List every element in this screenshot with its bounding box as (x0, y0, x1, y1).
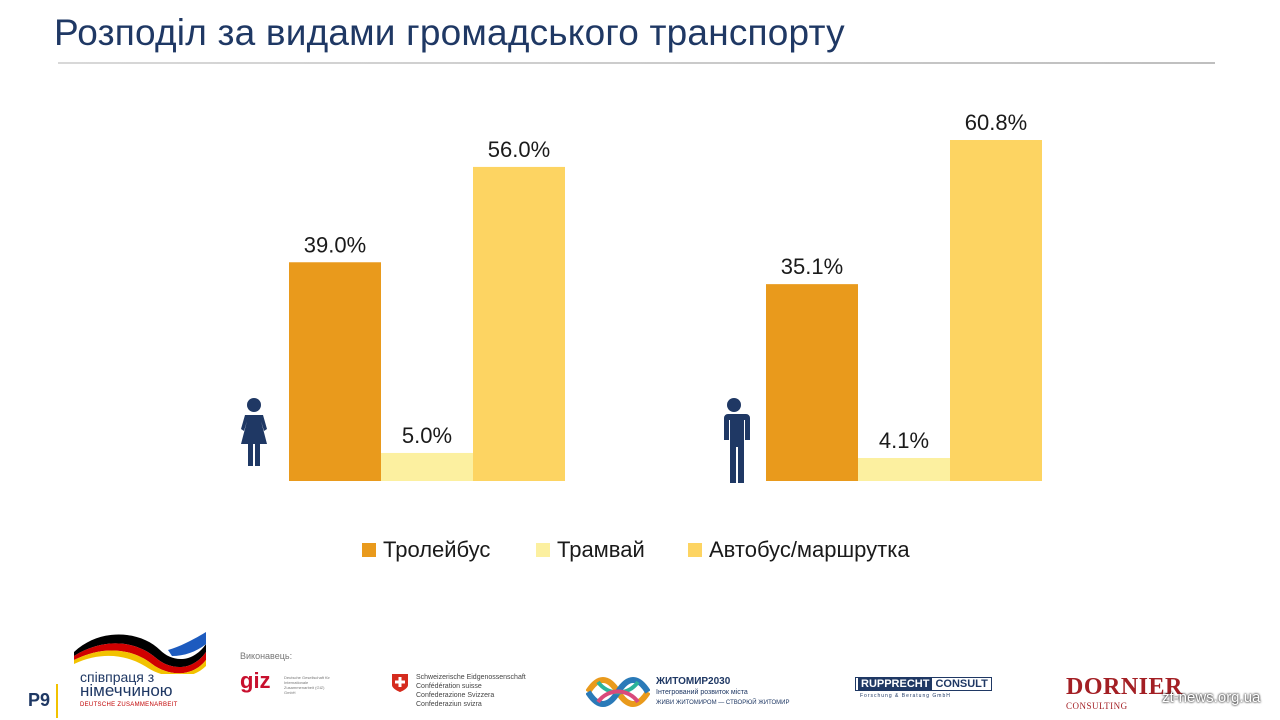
coop-line-2: німеччиною (80, 681, 173, 700)
legend-label-0: Тролейбус (383, 537, 490, 562)
zhytomyr-2030-subtitle: Інтегрований розвиток міста (656, 689, 748, 696)
giz-logo: giz (240, 668, 271, 693)
legend-label-1: Трамвай (557, 537, 645, 562)
bar-women-series-1 (381, 452, 473, 481)
zhytomyr-2030-slogan: ЖИВИ ЖИТОМИРОМ — СТВОРЮЙ ЖИТОМИР (656, 700, 790, 706)
legend-item-2: Автобус/маршрутка (688, 537, 910, 562)
swiss-line-3: Confederazione Svizzera (416, 692, 495, 699)
swiss-line-4: Confederaziun svizra (416, 701, 482, 708)
dornier-logo: DORNIER (1066, 674, 1183, 700)
bar-men-series-0 (766, 284, 858, 481)
dornier-subtext: CONSULTING (1066, 701, 1128, 711)
female-icon (241, 398, 267, 466)
data-label-men-series-0: 35.1% (781, 254, 843, 279)
zhytomyr-2030-emblem-icon (586, 677, 650, 707)
data-label-women-series-1: 5.0% (402, 423, 452, 448)
coop-line-3: DEUTSCHE ZUSAMMENARBEIT (80, 702, 178, 708)
swiss-confederation-text: Schweizerische Eidgenossenschaft Confédé… (416, 673, 526, 709)
german-flag-swoosh-icon (74, 632, 206, 674)
swiss-flag-icon (392, 674, 408, 692)
title-divider (58, 62, 1215, 64)
swiss-line-2: Confédération suisse (416, 683, 482, 690)
site-watermark: zt-news.org.ua (1162, 689, 1261, 706)
bar-men-series-2 (950, 140, 1042, 481)
legend-swatch-1 (536, 543, 550, 557)
page-number-divider (56, 684, 58, 718)
page-title: Розподіл за видами громадського транспор… (54, 12, 845, 53)
rupprecht-consult-logo: RUPPRECHT CONSULT (855, 677, 992, 691)
data-label-women-series-0: 39.0% (304, 232, 366, 257)
legend-swatch-0 (362, 543, 376, 557)
legend-item-0: Тролейбус (362, 537, 490, 562)
consult-word: CONSULT (935, 678, 988, 690)
legend-label-2: Автобус/маршрутка (709, 537, 910, 562)
swiss-line-1: Schweizerische Eidgenossenschaft (416, 674, 526, 681)
legend-swatch-2 (688, 543, 702, 557)
rupprecht-word: RUPPRECHT (858, 678, 933, 690)
legend-item-1: Трамвай (536, 537, 645, 562)
male-icon (722, 398, 750, 483)
bar-men-series-1 (858, 458, 950, 481)
data-label-women-series-2: 56.0% (488, 137, 550, 162)
bar-women-series-0 (289, 262, 381, 481)
data-label-men-series-1: 4.1% (879, 428, 929, 453)
page-number: P9 (28, 690, 51, 710)
coop-line-1: співпраця з (80, 669, 155, 685)
executor-label: Виконавець: (240, 651, 293, 661)
bar-women-series-2 (473, 166, 565, 481)
data-label-men-series-2: 60.8% (965, 110, 1027, 135)
cooperation-logo-text: співпраця з німеччиною DEUTSCHE ZUSAMMEN… (80, 670, 178, 712)
rupprecht-subtext: Forschung & Beratung GmbH (860, 693, 951, 699)
giz-logo-subtext: Deutsche Gesellschaft für Internationale… (284, 675, 330, 695)
zhytomyr-2030-title: ЖИТОМИР2030 (656, 676, 731, 687)
